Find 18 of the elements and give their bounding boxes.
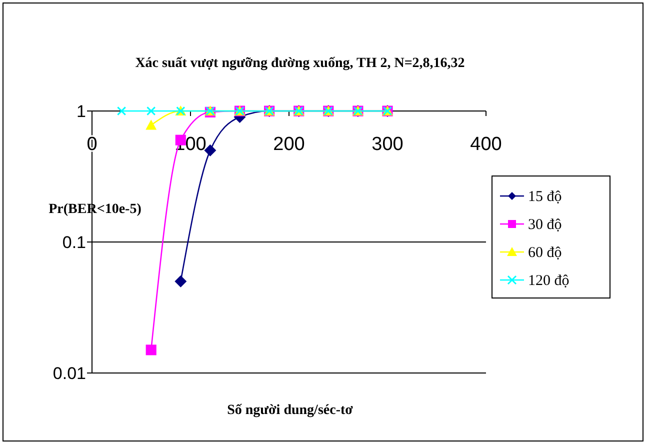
legend-label: 60 độ <box>528 245 562 261</box>
x-axis-title: Số người dung/séc-tơ <box>227 403 354 418</box>
x-tick-label: 200 <box>273 134 305 155</box>
y-tick-label: 1 <box>76 102 86 121</box>
point <box>146 120 157 130</box>
point <box>146 106 156 116</box>
chart-title: Xác suất vượt ngưỡng đường xuống, TH 2, N=2,8,16,32 <box>135 56 465 71</box>
legend-label: 120 độ <box>528 273 570 289</box>
point <box>174 275 187 288</box>
y-tick-label: 0.01 <box>52 364 86 383</box>
point <box>116 106 126 116</box>
point <box>146 344 156 356</box>
legend-label: 30 độ <box>528 217 562 233</box>
y-tick-label: 0.1 <box>62 233 86 252</box>
legend-label: 15 độ <box>528 189 562 205</box>
x-tick-label: 300 <box>372 134 404 155</box>
point <box>204 144 216 156</box>
x-tick-label: 400 <box>470 134 502 155</box>
